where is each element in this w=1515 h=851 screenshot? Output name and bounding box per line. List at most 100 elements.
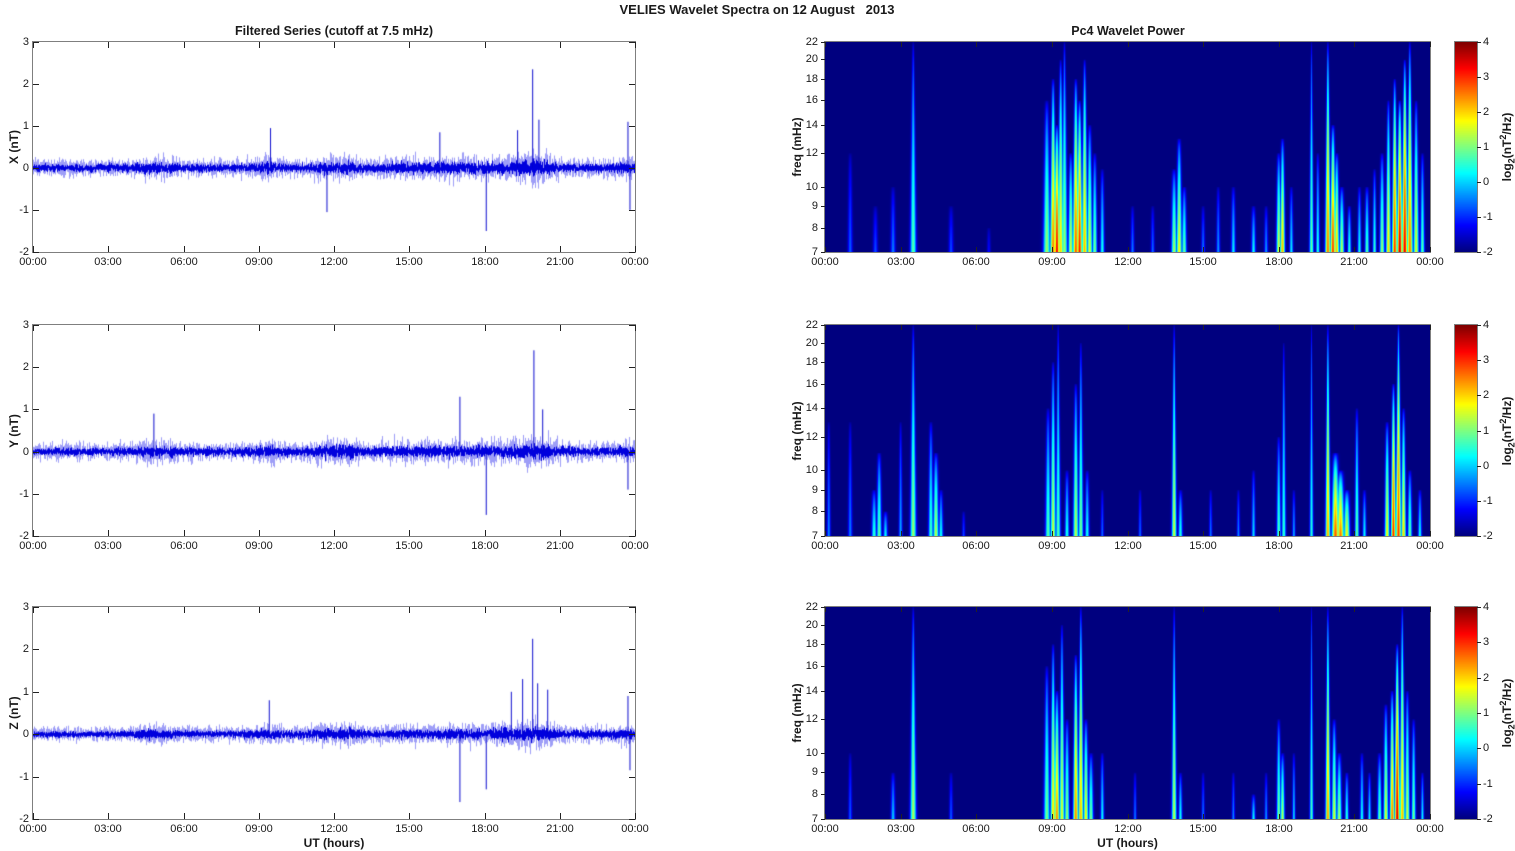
x-tick-mark xyxy=(635,813,636,819)
freq-tick-label: 12 xyxy=(805,713,818,725)
x-tick-label: 21:00 xyxy=(1340,256,1368,268)
colorbar-tick-label: -1 xyxy=(1483,495,1493,507)
y-tick-mark xyxy=(33,325,39,326)
colorbar-tick-mark xyxy=(1477,819,1481,820)
x-tick-mark xyxy=(184,813,185,819)
x-tick-mark xyxy=(1052,247,1053,252)
colorbar-tick-label: 2 xyxy=(1483,106,1490,118)
x-tick-mark xyxy=(1128,247,1129,252)
x-tick-mark xyxy=(1279,247,1280,252)
x-tick-mark xyxy=(184,530,185,536)
colorbar-tick-mark xyxy=(1477,748,1481,749)
y-tick-mark xyxy=(33,734,39,735)
freq-tick-label: 10 xyxy=(805,464,818,476)
x-tick-mark xyxy=(485,246,486,252)
y-tick-mark xyxy=(629,409,635,410)
freq-tick-label: 8 xyxy=(811,505,818,517)
x-tick-mark xyxy=(409,246,410,252)
colorbar-tick-label: 0 xyxy=(1483,742,1490,754)
colorbar-tick-label: 3 xyxy=(1483,354,1490,366)
freq-tick-label: 10 xyxy=(805,181,818,193)
ut-hours-label-right: UT (hours) xyxy=(1097,836,1158,850)
x-tick-mark xyxy=(108,42,109,48)
x-tick-mark xyxy=(825,814,826,819)
x-tick-label: 03:00 xyxy=(94,256,122,268)
freq-tick-label: 22 xyxy=(805,319,818,331)
y-axis-label-z-nt: Z (nT) xyxy=(7,696,21,730)
freq-tick-mark xyxy=(821,794,825,795)
timeseries-canvas-x xyxy=(32,41,636,253)
x-tick-mark xyxy=(1203,247,1204,252)
freq-tick-mark xyxy=(821,408,825,409)
y-tick-mark xyxy=(629,607,635,608)
freq-tick-mark xyxy=(821,79,825,80)
x-tick-mark xyxy=(901,531,902,536)
freq-tick-label: 14 xyxy=(805,685,818,697)
y-tick-mark xyxy=(33,777,39,778)
x-tick-mark xyxy=(108,813,109,819)
x-tick-label: 12:00 xyxy=(320,540,348,552)
x-tick-mark xyxy=(635,325,636,331)
colorbar-tick-mark xyxy=(1477,642,1481,643)
x-tick-mark xyxy=(825,42,826,47)
x-tick-mark xyxy=(1430,531,1431,536)
freq-tick-label: 16 xyxy=(805,94,818,106)
y-tick-mark xyxy=(33,367,39,368)
x-tick-mark xyxy=(1203,325,1204,330)
y-tick-label: -2 xyxy=(19,530,29,542)
x-tick-label: 15:00 xyxy=(1189,256,1217,268)
x-tick-label: 00:00 xyxy=(1416,256,1444,268)
x-tick-mark xyxy=(334,813,335,819)
colorbar-label-sup: 2 xyxy=(1498,134,1508,140)
y-tick-label: 1 xyxy=(22,686,29,698)
x-tick-mark xyxy=(1354,814,1355,819)
colorbar-tick-mark xyxy=(1477,466,1481,467)
x-tick-label: 18:00 xyxy=(471,823,499,835)
colorbar-tick-mark xyxy=(1477,713,1481,714)
y-tick-mark xyxy=(629,692,635,693)
x-tick-mark xyxy=(901,42,902,47)
x-tick-mark xyxy=(635,530,636,536)
freq-tick-label: 14 xyxy=(805,402,818,414)
y-tick-mark xyxy=(33,84,39,85)
colorbar-tick-label: 2 xyxy=(1483,389,1490,401)
x-tick-label: 03:00 xyxy=(887,256,915,268)
x-tick-mark xyxy=(1354,247,1355,252)
y-tick-mark xyxy=(629,819,635,820)
colorbar-tick-mark xyxy=(1477,77,1481,78)
colorbar-tick-mark xyxy=(1477,395,1481,396)
colorbar-label-sub: 2 xyxy=(1506,724,1515,729)
x-tick-label: 09:00 xyxy=(1038,256,1066,268)
colorbar-tick-label: -2 xyxy=(1483,246,1493,258)
x-tick-label: 09:00 xyxy=(1038,823,1066,835)
freq-tick-mark xyxy=(821,206,825,207)
x-tick-mark xyxy=(825,531,826,536)
x-tick-mark xyxy=(485,42,486,48)
y-tick-mark xyxy=(33,692,39,693)
freq-tick-label: 18 xyxy=(805,638,818,650)
x-tick-mark xyxy=(1128,42,1129,47)
x-tick-mark xyxy=(825,607,826,612)
x-tick-mark xyxy=(1279,607,1280,612)
freq-tick-label: 9 xyxy=(811,200,818,212)
y-tick-mark xyxy=(33,536,39,537)
y-tick-label: 0 xyxy=(22,728,29,740)
x-tick-mark xyxy=(184,607,185,613)
y-tick-mark xyxy=(629,325,635,326)
y-tick-mark xyxy=(629,734,635,735)
freq-tick-mark xyxy=(821,607,825,608)
x-tick-mark xyxy=(1203,531,1204,536)
colorbar-label-sup: 2 xyxy=(1498,700,1508,706)
x-tick-mark xyxy=(901,247,902,252)
y-tick-label: 1 xyxy=(22,403,29,415)
x-tick-label: 18:00 xyxy=(1265,540,1293,552)
x-tick-mark xyxy=(976,325,977,330)
x-tick-label: 18:00 xyxy=(1265,823,1293,835)
x-tick-mark xyxy=(560,325,561,331)
x-tick-mark xyxy=(1128,325,1129,330)
freq-tick-label: 12 xyxy=(805,431,818,443)
colorbar-tick-mark xyxy=(1477,501,1481,502)
colorbar-tick-mark xyxy=(1477,252,1481,253)
x-tick-label: 09:00 xyxy=(1038,540,1066,552)
